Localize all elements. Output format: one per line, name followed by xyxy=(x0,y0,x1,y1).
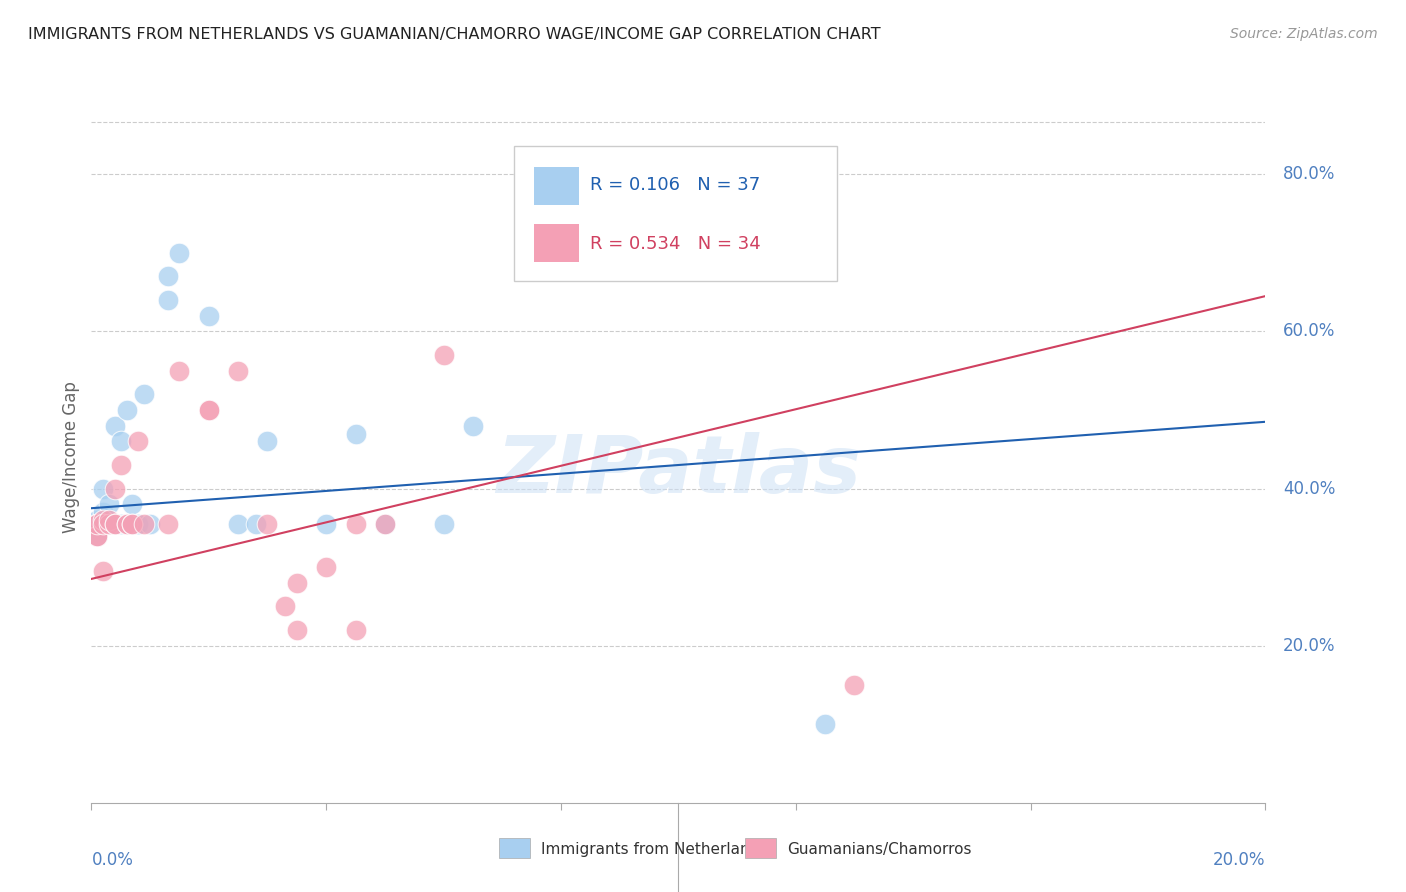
Point xyxy=(256,434,278,449)
Point xyxy=(104,516,127,531)
Point xyxy=(121,516,143,531)
Point xyxy=(110,458,132,472)
Point xyxy=(104,516,127,531)
Point xyxy=(104,516,127,531)
Point xyxy=(432,516,454,531)
Text: Source: ZipAtlas.com: Source: ZipAtlas.com xyxy=(1230,27,1378,41)
Point xyxy=(169,364,191,378)
Point xyxy=(432,348,454,362)
Point xyxy=(91,516,114,531)
Point xyxy=(344,516,367,531)
Text: 20.0%: 20.0% xyxy=(1284,637,1336,655)
Point xyxy=(315,516,337,531)
Point xyxy=(274,599,297,614)
Point xyxy=(156,293,179,307)
Point xyxy=(285,575,308,590)
Point xyxy=(197,309,219,323)
Point xyxy=(91,513,114,527)
Text: Guamanians/Chamorros: Guamanians/Chamorros xyxy=(787,842,972,856)
Text: 80.0%: 80.0% xyxy=(1284,165,1336,184)
Point xyxy=(98,497,121,511)
Point xyxy=(98,516,121,531)
Point xyxy=(127,434,149,449)
Text: 0.0%: 0.0% xyxy=(91,851,134,869)
Point xyxy=(86,529,108,543)
Point xyxy=(344,426,367,441)
Point xyxy=(127,516,149,531)
Point xyxy=(104,482,127,496)
Point xyxy=(315,560,337,574)
Point xyxy=(156,269,179,284)
Point xyxy=(374,516,396,531)
Point xyxy=(127,516,149,531)
Point xyxy=(134,516,156,531)
Point xyxy=(86,516,108,531)
Point xyxy=(134,387,156,401)
Point xyxy=(115,403,138,417)
Point xyxy=(245,516,267,531)
Point xyxy=(121,516,143,531)
Point xyxy=(121,516,143,531)
Point xyxy=(121,497,143,511)
Point xyxy=(86,516,108,531)
Point xyxy=(86,513,108,527)
Text: 60.0%: 60.0% xyxy=(1284,323,1336,341)
Point xyxy=(86,516,108,531)
Point xyxy=(110,516,132,531)
Point xyxy=(110,434,132,449)
Point xyxy=(139,516,162,531)
Point xyxy=(104,516,127,531)
Point xyxy=(98,516,121,531)
Point xyxy=(86,516,108,531)
Text: 20.0%: 20.0% xyxy=(1213,851,1265,869)
Point xyxy=(197,403,219,417)
Point xyxy=(256,516,278,531)
Text: 40.0%: 40.0% xyxy=(1284,480,1336,498)
Point xyxy=(91,505,114,519)
Bar xyxy=(534,167,579,205)
Text: ZIPatlas: ZIPatlas xyxy=(496,432,860,510)
Text: R = 0.106   N = 37: R = 0.106 N = 37 xyxy=(591,177,761,194)
Point xyxy=(169,246,191,260)
Point xyxy=(104,418,127,433)
Point xyxy=(285,623,308,637)
Point xyxy=(91,564,114,578)
Point xyxy=(226,516,249,531)
Point xyxy=(226,364,249,378)
Point xyxy=(115,516,138,531)
Point xyxy=(156,516,179,531)
Point xyxy=(197,403,219,417)
Point xyxy=(844,678,866,692)
Text: Immigrants from Netherlands: Immigrants from Netherlands xyxy=(541,842,768,856)
Point xyxy=(115,516,138,531)
Point xyxy=(86,529,108,543)
Y-axis label: Wage/Income Gap: Wage/Income Gap xyxy=(62,381,80,533)
Point xyxy=(374,516,396,531)
Point xyxy=(91,482,114,496)
Point xyxy=(86,524,108,539)
Point xyxy=(814,717,837,731)
FancyBboxPatch shape xyxy=(515,146,837,281)
Point xyxy=(91,516,114,531)
Text: R = 0.534   N = 34: R = 0.534 N = 34 xyxy=(591,235,761,252)
Point xyxy=(461,418,484,433)
Text: IMMIGRANTS FROM NETHERLANDS VS GUAMANIAN/CHAMORRO WAGE/INCOME GAP CORRELATION CH: IMMIGRANTS FROM NETHERLANDS VS GUAMANIAN… xyxy=(28,27,880,42)
Point xyxy=(91,516,114,531)
Point xyxy=(98,513,121,527)
Point xyxy=(344,623,367,637)
Point xyxy=(98,516,121,531)
Point xyxy=(86,529,108,543)
Bar xyxy=(534,224,579,262)
